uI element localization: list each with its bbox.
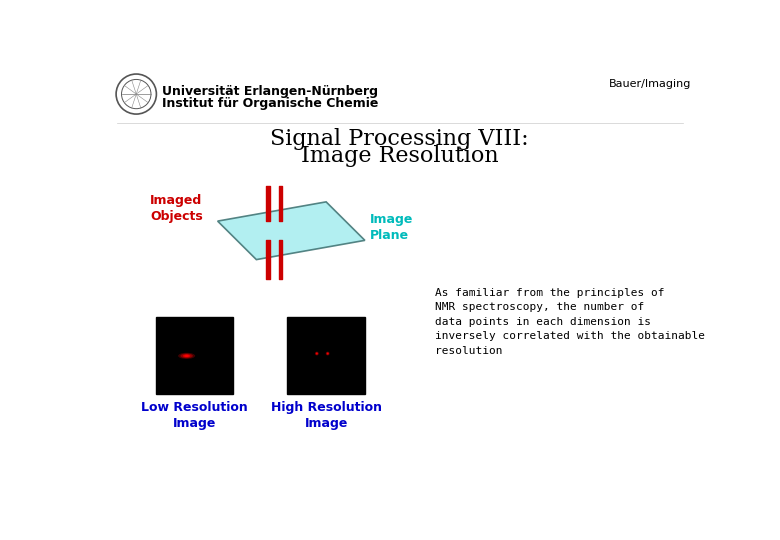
Text: Bauer/Imaging: Bauer/Imaging: [609, 79, 691, 89]
Ellipse shape: [326, 352, 330, 355]
Text: High Resolution
Image: High Resolution Image: [271, 401, 381, 429]
Text: Universität Erlangen-Nürnberg: Universität Erlangen-Nürnberg: [161, 85, 378, 98]
Bar: [287, 318, 365, 394]
Ellipse shape: [186, 355, 188, 356]
Text: Institut für Organische Chemie: Institut für Organische Chemie: [161, 97, 378, 110]
Text: Image
Plane: Image Plane: [370, 213, 413, 241]
Text: Signal Processing VIII:: Signal Processing VIII:: [271, 128, 529, 150]
Ellipse shape: [327, 353, 328, 354]
Ellipse shape: [316, 353, 317, 354]
Ellipse shape: [184, 355, 189, 357]
Bar: [156, 318, 233, 394]
Ellipse shape: [315, 352, 318, 355]
Text: Image Resolution: Image Resolution: [301, 145, 498, 167]
Ellipse shape: [315, 352, 319, 355]
Text: Imaged
Objects: Imaged Objects: [151, 194, 203, 223]
Ellipse shape: [326, 352, 329, 355]
Ellipse shape: [183, 354, 190, 357]
Polygon shape: [218, 202, 365, 260]
Ellipse shape: [180, 354, 193, 358]
Text: Low Resolution
Image: Low Resolution Image: [141, 401, 248, 429]
Ellipse shape: [178, 353, 195, 359]
Text: As familiar from the principles of
NMR spectroscopy, the number of
data points i: As familiar from the principles of NMR s…: [434, 288, 704, 356]
